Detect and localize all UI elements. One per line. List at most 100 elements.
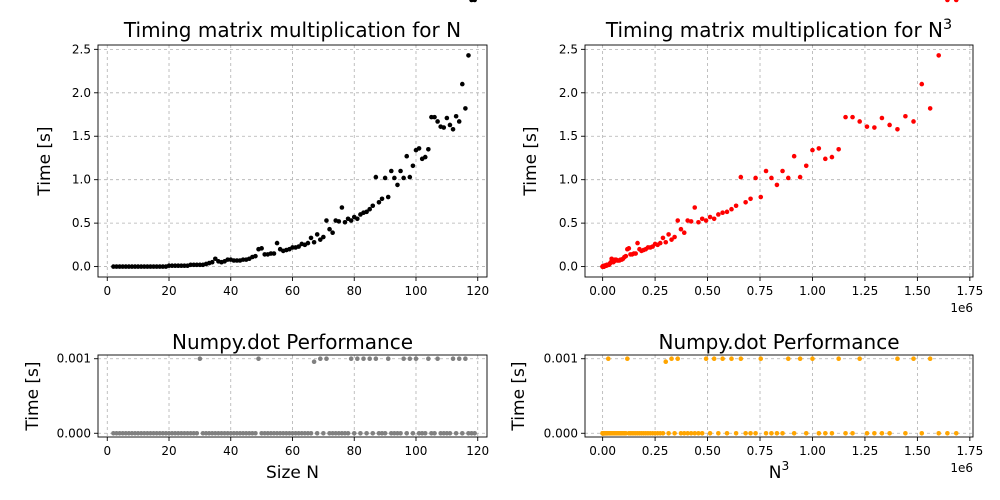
data-point bbox=[785, 175, 791, 181]
data-point bbox=[305, 240, 311, 246]
data-point bbox=[422, 430, 428, 436]
data-point bbox=[311, 359, 317, 365]
data-point bbox=[953, 430, 959, 436]
data-point bbox=[472, 430, 477, 436]
data-point bbox=[456, 119, 462, 124]
x-tick-label: 0.75 bbox=[747, 444, 774, 458]
x-tick-label: 1.00 bbox=[799, 284, 826, 298]
data-point bbox=[696, 219, 701, 225]
data-point bbox=[441, 125, 447, 130]
x-tick-label: 20 bbox=[161, 444, 176, 458]
data-point bbox=[879, 115, 885, 121]
data-point bbox=[850, 114, 855, 120]
data-point bbox=[692, 430, 698, 436]
data-point bbox=[410, 430, 416, 436]
data-point bbox=[256, 356, 261, 362]
data-point bbox=[724, 209, 730, 215]
data-point bbox=[738, 174, 744, 180]
data-point bbox=[707, 430, 713, 436]
data-point bbox=[376, 199, 382, 205]
data-point bbox=[426, 146, 431, 152]
x-tick-label: 1.75 bbox=[956, 284, 983, 298]
data-point bbox=[672, 234, 677, 240]
data-point bbox=[729, 356, 734, 362]
data-point bbox=[672, 430, 677, 436]
data-point bbox=[407, 356, 413, 362]
data-point bbox=[625, 356, 630, 362]
data-point bbox=[716, 430, 721, 436]
data-point bbox=[669, 356, 674, 362]
data-series bbox=[600, 0, 959, 269]
data-point bbox=[623, 253, 629, 259]
data-point bbox=[259, 246, 264, 251]
data-point bbox=[626, 246, 632, 251]
data-point bbox=[324, 356, 329, 362]
y-tick-label: 1.5 bbox=[559, 129, 578, 143]
data-point bbox=[370, 203, 376, 209]
chart-title: Timing matrix multiplication for N bbox=[123, 18, 461, 42]
data-point bbox=[404, 153, 410, 159]
chart-top-left: 0 20 40 60 80 100 120 0.0 0.5 1.0 1.5 2.0 2.5 Timing … bbox=[35, 0, 489, 298]
data-point bbox=[663, 359, 669, 365]
data-point bbox=[707, 214, 713, 220]
y-tick-label: 0.5 bbox=[72, 216, 91, 230]
data-point bbox=[829, 154, 835, 160]
data-point bbox=[339, 205, 345, 210]
data-point bbox=[321, 234, 326, 240]
data-point bbox=[358, 430, 363, 436]
data-point bbox=[327, 226, 332, 232]
data-point bbox=[367, 206, 372, 212]
data-point bbox=[432, 430, 437, 436]
data-point bbox=[460, 81, 465, 87]
data-point bbox=[696, 430, 701, 436]
data-point bbox=[675, 356, 681, 362]
data-point bbox=[829, 430, 835, 436]
data-point bbox=[663, 239, 669, 245]
data-point bbox=[720, 356, 725, 362]
chart-title: Numpy.dot Performance bbox=[172, 330, 413, 354]
data-point bbox=[703, 356, 709, 362]
data-point bbox=[321, 430, 326, 436]
chart-bottom-right: 0.00 0.25 0.50 0.75 1.00 1.25 1.50 1.75 0.000 0.0… bbox=[509, 330, 983, 483]
data-point bbox=[314, 430, 320, 436]
data-point bbox=[666, 232, 671, 237]
data-point bbox=[605, 356, 611, 362]
data-point bbox=[823, 156, 828, 162]
data-point bbox=[758, 356, 764, 362]
data-point bbox=[857, 356, 862, 362]
data-point bbox=[447, 430, 453, 436]
y-tick-label: 0.000 bbox=[544, 426, 578, 440]
x-tick-label: 1.50 bbox=[904, 284, 931, 298]
data-point bbox=[404, 430, 410, 436]
x-tick-label: 0.00 bbox=[589, 284, 616, 298]
data-point bbox=[435, 119, 440, 124]
axes-frame bbox=[584, 44, 974, 278]
data-point bbox=[733, 430, 739, 436]
data-point bbox=[738, 356, 744, 362]
data-point bbox=[660, 430, 666, 436]
data-point bbox=[669, 237, 674, 242]
data-point bbox=[466, 53, 471, 58]
data-point bbox=[791, 430, 797, 436]
x-tick-label: 1.25 bbox=[852, 284, 879, 298]
data-point bbox=[864, 430, 870, 436]
x-tick-label: 0.25 bbox=[642, 284, 669, 298]
data-point bbox=[879, 430, 885, 436]
data-point bbox=[253, 430, 258, 436]
data-point bbox=[810, 147, 815, 153]
data-point bbox=[426, 356, 431, 362]
data-point bbox=[324, 218, 329, 223]
data-point bbox=[355, 216, 360, 222]
x-tick-label: 1.00 bbox=[799, 444, 826, 458]
y-axis-label: Time [s] bbox=[521, 126, 541, 196]
x-tick-label: 1.25 bbox=[852, 444, 879, 458]
data-point bbox=[919, 430, 925, 436]
x-offset-label: 1e6 bbox=[950, 301, 973, 315]
x-tick-label: 0.25 bbox=[642, 444, 669, 458]
data-point bbox=[810, 356, 815, 362]
x-tick-label: 1.50 bbox=[904, 444, 931, 458]
data-series bbox=[600, 356, 959, 436]
data-point bbox=[887, 122, 892, 128]
data-point bbox=[864, 124, 870, 129]
data-point bbox=[398, 168, 403, 174]
